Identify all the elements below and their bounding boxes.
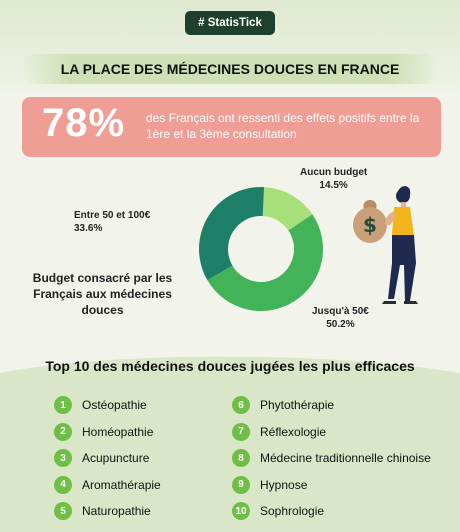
svg-text:$: $ [363,213,377,237]
list-item: 10 Sophrologie [232,498,431,524]
list-item: 1 Ostéopathie [54,392,161,418]
donut-slice-jusqu-50- [207,214,324,312]
remedy-name: Phytothérapie [260,398,335,412]
slice-label-aucun-budget: Aucun budget 14.5% [300,166,367,192]
money-bag-dollar-icon [353,207,387,243]
list-item: 7 Réflexologie [232,419,431,445]
rank-badge: 9 [232,475,250,494]
remedy-name: Naturopathie [82,504,151,518]
top10-list-right: 6 Phytothérapie 7 Réflexologie 8 Médecine t… [232,392,431,525]
stat-description: des Français ont ressenti des effets pos… [146,111,420,141]
slice-name-entre-50-100: Entre 50 et 100€ [74,210,151,221]
remedy-name: Réflexologie [260,424,327,439]
remedy-name: Hypnose [260,477,308,492]
page-title: LA PLACE DES MÉDECINES DOUCES EN FRANCE [20,54,440,84]
list-item: 9 Hypnose [232,472,431,498]
list-item: 4 Aromathérapie [54,472,161,498]
slice-name-jusqu-50: Jusqu'à 50€ [312,306,369,317]
slice-value-entre-50-100: 33.6% [74,223,103,234]
remedy-name: Ostéopathie [82,398,147,412]
top10-title: Top 10 des médecines douces jugées les p… [45,358,415,374]
donut-slice-aucun-budget [262,187,313,231]
rank-badge: 5 [54,502,72,520]
list-item: 6 Phytothérapie [232,392,431,418]
remedy-name: Médecine traditionnelle chinoise [260,451,431,465]
stat-highlight-box: 78% des Français ont ressenti des effets… [22,97,441,157]
bottom-wave-background [0,356,460,532]
slice-name-aucun-budget: Aucun budget [300,167,368,178]
slice-value-aucun-budget: 14.5% [319,180,348,191]
list-item: 5 Naturopathie [54,498,161,524]
list-item: 3 Acupuncture [54,445,161,471]
person-carrying-money-bag-icon: $ [353,186,418,304]
rank-badge: 7 [232,422,250,441]
rank-badge: 2 [54,422,72,441]
slice-value-jusqu-50: 50.2% [326,319,355,330]
remedy-name: Acupuncture [82,451,150,465]
budget-chart-caption: Budget consacré par les Français aux méd… [32,271,173,317]
rank-badge: 10 [232,502,250,520]
remedy-name: Aromathérapie [82,477,161,492]
remedy-name: Homéopathie [82,424,154,439]
rank-badge: 6 [232,396,250,414]
slice-label-entre-50-100: Entre 50 et 100€ 33.6% [74,209,150,235]
rank-badge: 3 [54,449,72,467]
stat-percentage: 78% [42,101,126,145]
rank-badge: 1 [54,396,72,414]
donut-slice-entre-50-et-100- [199,187,265,281]
rank-badge: 4 [54,475,72,494]
remedy-name: Sophrologie [260,504,325,518]
list-item: 8 Médecine traditionnelle chinoise [232,445,431,471]
rank-badge: 8 [232,449,250,467]
top10-list-left: 1 Ostéopathie 2 Homéopathie 3 Acupuncture 4… [54,392,161,525]
slice-label-jusqu-50: Jusqu'à 50€ 50.2% [312,305,369,331]
brand-badge: # StatisTick [185,11,275,35]
budget-donut-chart [199,187,324,312]
list-item: 2 Homéopathie [54,419,161,445]
